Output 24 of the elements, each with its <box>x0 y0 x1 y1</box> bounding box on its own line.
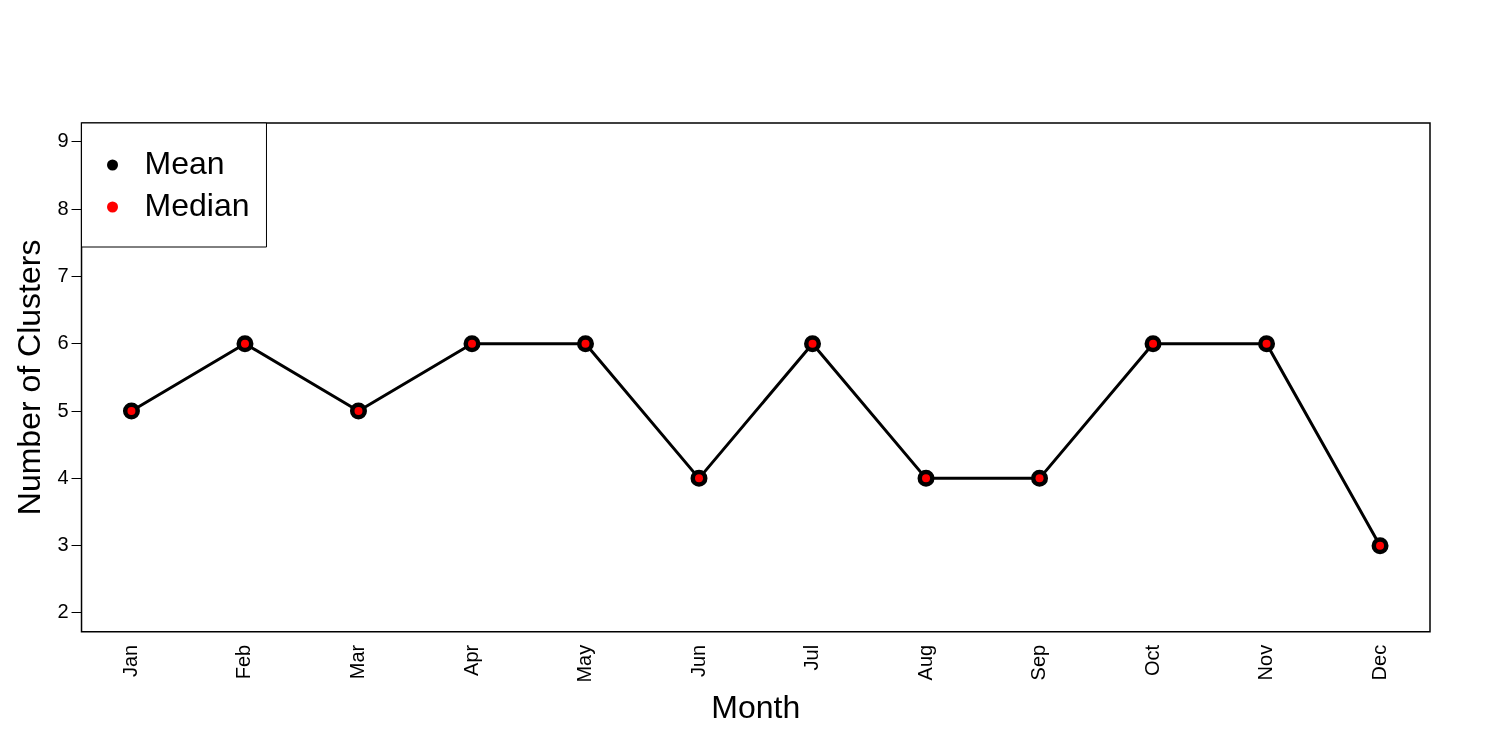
y-tick-label: 3 <box>57 533 69 556</box>
x-tick-label: Mar <box>346 644 368 680</box>
y-tick-label: 6 <box>57 331 69 354</box>
x-tick-label: Oct <box>1140 644 1163 676</box>
legend-label: Mean <box>144 144 225 181</box>
x-tick-label: Jun <box>686 644 709 678</box>
y-tick-label: 5 <box>57 398 69 421</box>
y-tick-label: 8 <box>57 196 69 219</box>
x-tick-label: Jul <box>800 644 823 671</box>
legend-label: Median <box>144 186 250 223</box>
x-tick-label: Apr <box>459 644 482 676</box>
x-tick-label: Aug <box>913 644 936 681</box>
x-tick-label: Nov <box>1254 644 1277 681</box>
x-axis-title: Month <box>711 688 801 725</box>
x-tick-label: Feb <box>232 644 255 680</box>
y-tick-label: 2 <box>57 600 69 623</box>
y-tick-label: 7 <box>57 263 69 286</box>
x-tick-label: Jan <box>118 644 141 678</box>
x-tick-label: Dec <box>1367 644 1390 681</box>
y-tick-label: 4 <box>57 465 69 488</box>
x-tick-label: May <box>573 644 596 683</box>
x-tick-label: Sep <box>1027 644 1050 681</box>
y-axis-title: Number of Clusters <box>11 239 48 516</box>
y-tick-label: 9 <box>57 129 69 152</box>
